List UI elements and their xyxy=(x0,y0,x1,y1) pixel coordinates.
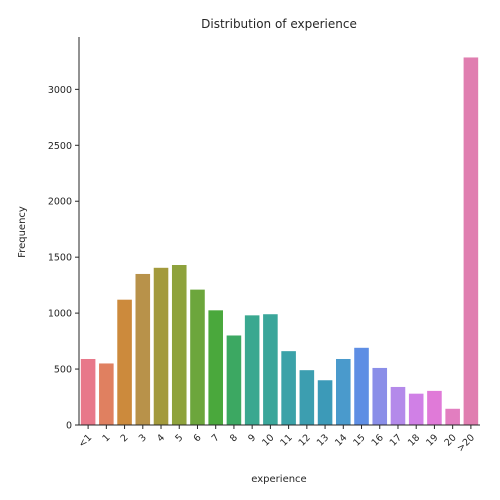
bar-11 xyxy=(281,351,296,425)
x-tick-label: 15 xyxy=(351,432,367,448)
x-tick-label: 10 xyxy=(260,432,276,448)
bar-6 xyxy=(190,289,205,425)
x-tick-label: 13 xyxy=(315,432,331,448)
bar-3 xyxy=(135,273,151,425)
x-axis: <1 1 2 3 4 5 6 7 8 9 10 11 12 13 14 15 16 17 18 19 20>20 xyxy=(77,424,480,454)
x-tick-label: <1 xyxy=(77,432,95,450)
bar-12 xyxy=(299,370,315,425)
bar-5 xyxy=(171,265,187,425)
x-tick-label: 9 xyxy=(246,432,258,444)
bar-10 xyxy=(263,314,278,425)
bar-17 xyxy=(390,386,406,425)
chart-title: Distribution of experience xyxy=(201,17,357,31)
y-axis-label: Frequency xyxy=(17,206,28,258)
x-tick-label: 16 xyxy=(370,432,386,448)
x-tick-label: 8 xyxy=(228,432,240,444)
bar-1 xyxy=(99,363,114,425)
bar-7 xyxy=(208,310,223,425)
y-tick-label: 3000 xyxy=(48,85,72,96)
bar->20 xyxy=(463,57,479,426)
bars-group xyxy=(80,57,479,426)
bar-19 xyxy=(427,390,442,425)
x-axis-label: experience xyxy=(251,474,306,485)
x-tick-label: 2 xyxy=(119,432,131,444)
bar-15 xyxy=(354,347,369,425)
x-tick-label: 14 xyxy=(333,432,349,448)
y-tick-label: 500 xyxy=(54,365,72,376)
y-tick-label: 1000 xyxy=(48,309,72,320)
x-tick-label: 12 xyxy=(297,432,313,448)
x-tick-label: 1 xyxy=(100,432,112,444)
x-tick-label: 4 xyxy=(155,432,167,444)
y-axis: 0 500 1000 1500 2000 2500 3000 xyxy=(48,37,80,432)
x-tick-label: 11 xyxy=(278,432,294,448)
y-tick-label: 2500 xyxy=(48,141,72,152)
x-tick-label: 3 xyxy=(137,432,149,444)
bar-8 xyxy=(226,335,242,425)
bar-<1 xyxy=(80,358,96,425)
bar-2 xyxy=(117,299,132,425)
y-tick-label: 1500 xyxy=(48,253,72,264)
x-tick-label: >20 xyxy=(455,432,477,454)
bar-14 xyxy=(336,358,351,425)
bar-4 xyxy=(153,267,169,425)
y-tick-label: 0 xyxy=(66,421,72,432)
x-tick-label: 7 xyxy=(210,432,222,444)
y-tick-label: 2000 xyxy=(48,197,72,208)
x-tick-label: 19 xyxy=(424,432,440,448)
x-tick-label: 18 xyxy=(406,432,422,448)
bar-16 xyxy=(372,367,388,425)
x-tick-label: 17 xyxy=(388,432,404,448)
bar-9 xyxy=(244,315,260,425)
x-tick-label: 5 xyxy=(173,432,185,444)
bar-13 xyxy=(317,380,333,425)
x-tick-label: 6 xyxy=(192,432,204,444)
bar-18 xyxy=(408,393,424,425)
bar-20 xyxy=(445,408,460,425)
